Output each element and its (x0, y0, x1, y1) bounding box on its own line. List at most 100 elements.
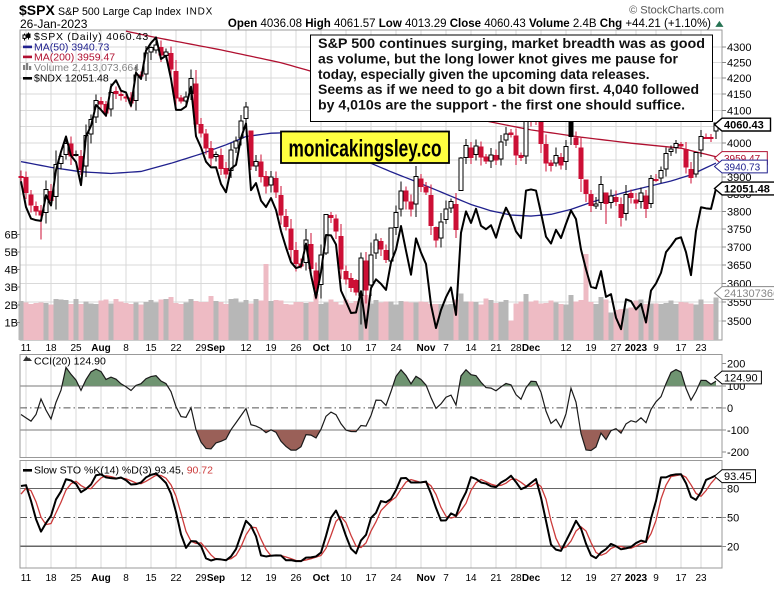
svg-text:19: 19 (585, 343, 597, 354)
svg-text:17: 17 (675, 573, 687, 584)
svg-text:-200: -200 (727, 447, 749, 459)
svg-text:Volume 2,413,073,664: Volume 2,413,073,664 (34, 62, 139, 74)
svg-text:Dec: Dec (522, 343, 541, 354)
svg-text:10: 10 (340, 343, 352, 354)
svg-text:3B: 3B (5, 282, 18, 294)
svg-text:0: 0 (727, 403, 733, 415)
svg-text:2B: 2B (5, 300, 18, 312)
svg-text:3800: 3800 (727, 207, 751, 219)
svg-text:4100: 4100 (727, 105, 751, 117)
svg-text:3650: 3650 (727, 260, 751, 272)
svg-text:5B: 5B (5, 247, 18, 259)
svg-text:26-Jan-2023: 26-Jan-2023 (20, 17, 88, 31)
svg-text:23: 23 (695, 573, 707, 584)
svg-text:Nov: Nov (417, 343, 436, 354)
svg-text:3959.47: 3959.47 (724, 154, 761, 165)
svg-text:10: 10 (340, 573, 352, 584)
svg-text:12051.48: 12051.48 (724, 184, 770, 196)
svg-text:4300: 4300 (727, 42, 751, 54)
svg-text:22: 22 (170, 573, 182, 584)
svg-text:17: 17 (365, 343, 377, 354)
svg-text:CCI(20) 124.90: CCI(20) 124.90 (34, 356, 106, 368)
svg-text:14: 14 (465, 573, 477, 584)
svg-text:Seems as if we need to go a bi: Seems as if we need to go a bit down fir… (318, 81, 699, 97)
svg-text:Slow STO %K(14) %D(3) 93.45, 9: Slow STO %K(14) %D(3) 93.45, 90.72 (34, 465, 213, 477)
svg-text:today, especially given the up: today, especially given the upcoming dat… (318, 66, 650, 82)
svg-text:12: 12 (560, 343, 572, 354)
svg-text:$SPX (Daily) 4060.43: $SPX (Daily) 4060.43 (34, 31, 149, 43)
svg-text:24: 24 (390, 573, 402, 584)
svg-text:2023: 2023 (625, 343, 648, 354)
svg-text:17: 17 (675, 343, 687, 354)
svg-text:25: 25 (70, 573, 82, 584)
svg-text:3500: 3500 (727, 316, 751, 328)
svg-text:12: 12 (560, 573, 572, 584)
svg-text:S&P 500 continues surging, mar: S&P 500 continues surging, market breadt… (318, 35, 705, 51)
svg-text:12: 12 (240, 573, 252, 584)
svg-text:Dec: Dec (522, 573, 541, 584)
svg-text:Oct: Oct (313, 343, 330, 354)
svg-text:$NDX 12051.48: $NDX 12051.48 (34, 73, 109, 85)
svg-text:26: 26 (290, 573, 302, 584)
svg-text:Sep: Sep (207, 573, 225, 584)
svg-text:3900: 3900 (727, 172, 751, 184)
svg-text:24: 24 (390, 343, 402, 354)
svg-text:15: 15 (145, 573, 157, 584)
svg-text:4000: 4000 (727, 138, 751, 150)
svg-text:7: 7 (443, 343, 449, 354)
svg-text:4250: 4250 (727, 57, 751, 69)
svg-text:28: 28 (510, 573, 522, 584)
svg-text:11: 11 (21, 573, 32, 584)
svg-text:© StockCharts.com: © StockCharts.com (629, 5, 724, 17)
svg-text:2023: 2023 (625, 573, 648, 584)
svg-text:as volume, but the long lower: as volume, but the long lower knot gives… (318, 50, 679, 66)
svg-text:3750: 3750 (727, 224, 751, 236)
svg-text:28: 28 (510, 343, 522, 354)
svg-text:7: 7 (443, 573, 449, 584)
svg-text:27: 27 (610, 343, 622, 354)
svg-text:18: 18 (45, 343, 57, 354)
svg-text:3700: 3700 (727, 242, 751, 254)
svg-text:Open 4036.08 High 4061.57 Low: Open 4036.08 High 4061.57 Low 4013.29 Cl… (228, 18, 711, 30)
svg-text:4B: 4B (5, 265, 18, 277)
svg-text:29: 29 (195, 573, 207, 584)
svg-text:11: 11 (21, 343, 32, 354)
svg-text:3940.73: 3940.73 (724, 163, 761, 174)
svg-text:2413073664: 2413073664 (724, 288, 774, 300)
svg-text:8: 8 (123, 343, 129, 354)
svg-text:200: 200 (727, 359, 745, 371)
svg-text:$SPX: $SPX (19, 2, 55, 18)
svg-text:80: 80 (727, 484, 739, 496)
svg-text:21: 21 (490, 573, 502, 584)
svg-text:29: 29 (195, 343, 207, 354)
svg-text:50: 50 (727, 513, 739, 525)
svg-text:4150: 4150 (727, 89, 751, 101)
svg-text:INDX: INDX (186, 7, 213, 18)
svg-text:by 4,010s are the support - th: by 4,010s are the support - the first on… (318, 97, 685, 113)
svg-text:19: 19 (265, 343, 277, 354)
svg-text:Nov: Nov (417, 573, 436, 584)
svg-text:8: 8 (123, 573, 129, 584)
svg-text:4200: 4200 (727, 73, 751, 85)
svg-text:14: 14 (465, 343, 477, 354)
svg-text:4060.43: 4060.43 (724, 120, 764, 132)
svg-text:17: 17 (365, 573, 377, 584)
svg-text:1B: 1B (5, 317, 18, 329)
svg-text:20: 20 (727, 541, 739, 553)
svg-text:27: 27 (610, 573, 622, 584)
svg-text:Aug: Aug (91, 343, 110, 354)
svg-text:-100: -100 (727, 425, 749, 437)
svg-text:12: 12 (240, 343, 252, 354)
svg-text:S&P 500 Large Cap Index: S&P 500 Large Cap Index (58, 6, 182, 18)
svg-text:26: 26 (290, 343, 302, 354)
svg-text:MA(200) 3959.47: MA(200) 3959.47 (34, 51, 115, 63)
svg-text:9: 9 (653, 343, 659, 354)
svg-text:23: 23 (695, 343, 707, 354)
svg-text:25: 25 (70, 343, 82, 354)
svg-text:19: 19 (265, 573, 277, 584)
svg-text:93.45: 93.45 (724, 471, 752, 483)
svg-text:6B: 6B (5, 229, 18, 241)
svg-text:21: 21 (490, 343, 502, 354)
svg-text:22: 22 (170, 343, 182, 354)
svg-text:3550: 3550 (727, 297, 751, 309)
